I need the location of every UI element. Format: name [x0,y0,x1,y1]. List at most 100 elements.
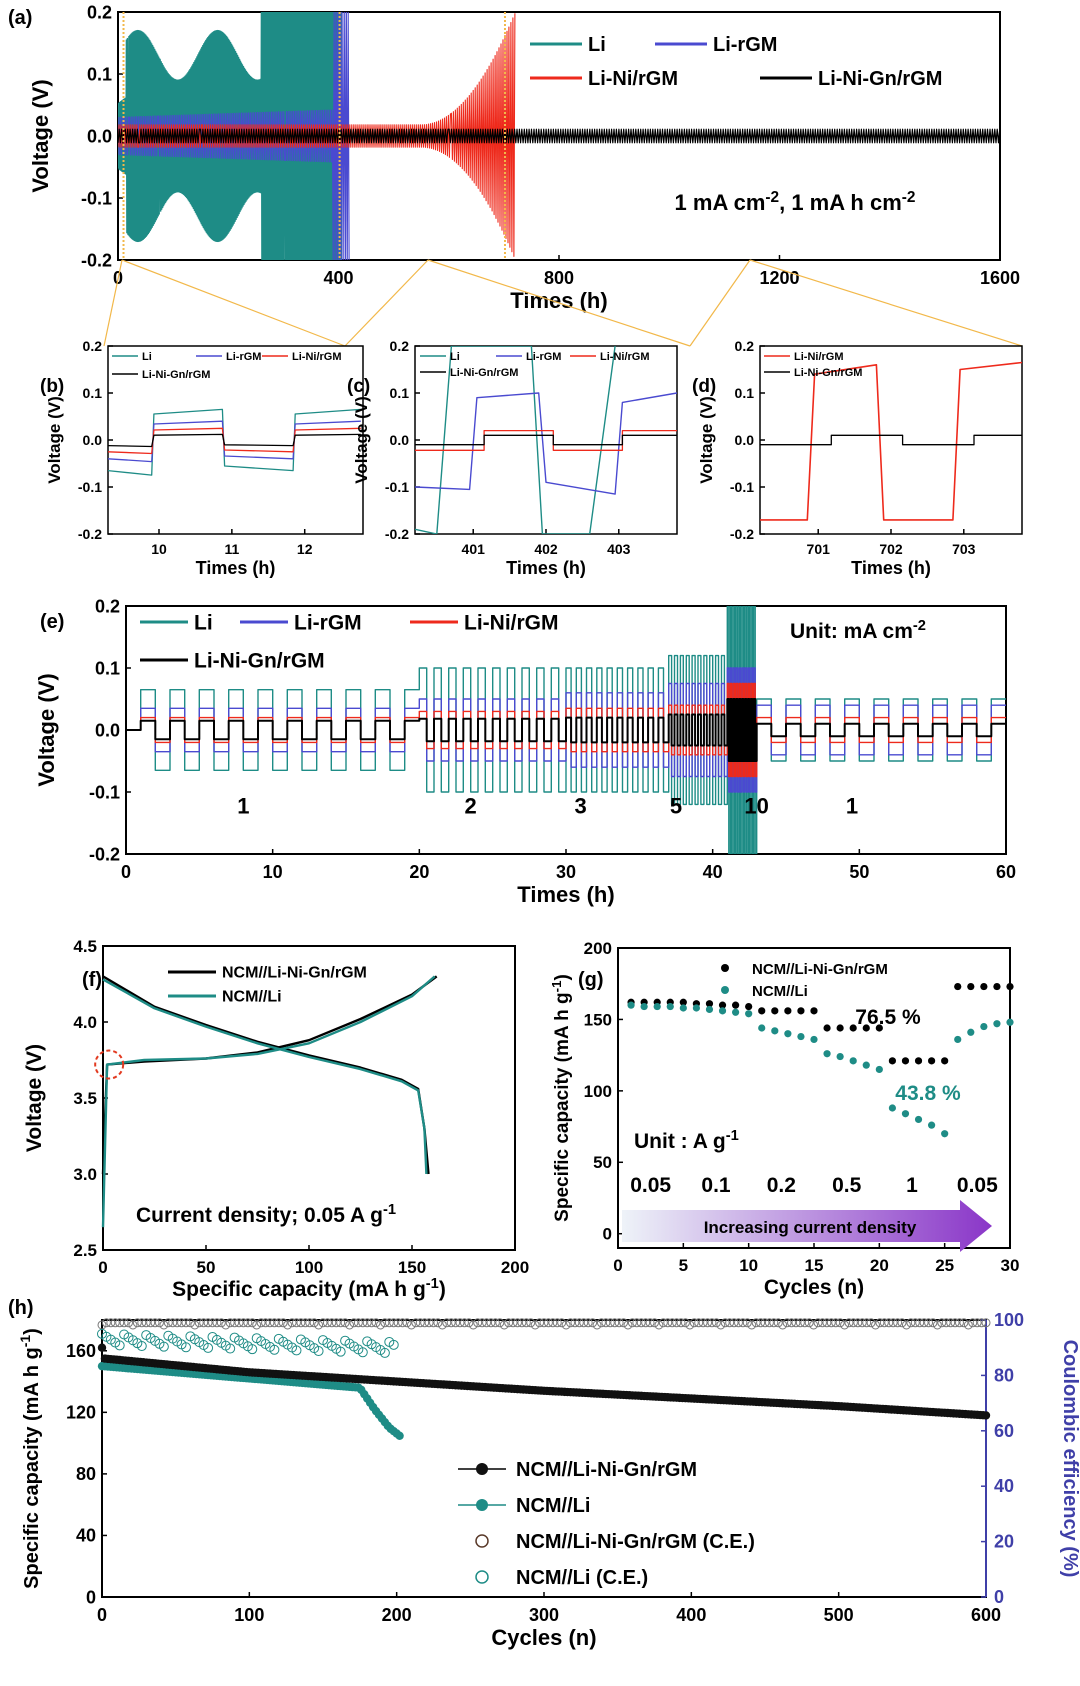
data-point-ce-gn [632,1318,642,1328]
data-point-ce-gn [212,1318,222,1328]
y-tick-label: 0.0 [735,432,755,448]
data-point-ce-gn [172,1318,182,1328]
x-tick-label: 11 [224,541,239,557]
y-tick-label: 0.2 [87,2,112,22]
data-point-ce-gn [641,1318,651,1328]
data-point-ce-gn [146,1318,156,1328]
data-point [954,982,962,991]
legend-label: NCM//Li [752,983,808,1000]
data-point-ce-gn [291,1318,301,1328]
y-tick-label: 0.1 [87,64,112,84]
rate-label: 0.5 [832,1174,862,1197]
data-point-ce-gn [782,1318,792,1328]
data-point [914,1057,923,1065]
data-point [732,1001,740,1009]
condition-annotation: 1 mA cm-2, 1 mA h cm-2 [675,189,916,216]
panel-e: 0 10 20 30 40 50 60 -0.2 -0.1 0.0 0.1 0.2 Times (h) V… [34,596,1016,907]
y-tick-label: 4.5 [73,937,97,956]
legend-label: NCM//Li-Ni-Gn/rGM [752,961,888,978]
data-point [784,1007,792,1015]
series-li-ni-gn-rgm [415,434,677,446]
data-point-ce-gn [658,1318,668,1328]
series-li [108,408,361,476]
y-tick-label: -0.2 [730,526,754,542]
data-point-ce-gn [910,1318,920,1328]
plot-area [760,361,1022,521]
data-point-ce-gn [627,1318,637,1328]
data-point [1006,982,1014,991]
x-tick-label: 5 [679,1256,688,1275]
panel-label: (g) [578,969,604,991]
data-point-ce-gn [318,1318,328,1328]
x-tick-label: 10 [263,862,283,882]
data-point-ce-gn [769,1318,779,1328]
arrow-label: Increasing current density [704,1218,917,1237]
data-point [732,1008,740,1016]
plot-area [118,12,1000,260]
data-point-ce-gn [119,1318,129,1328]
data-point [705,1000,714,1008]
legend-marker [721,986,729,994]
data-point-ce-gn [813,1318,823,1328]
data-point-ce-gn [340,1318,350,1328]
x-tick-label: 0 [97,1605,107,1625]
data-point-ce-gn [371,1318,381,1328]
data-point [862,1024,870,1032]
series-li [118,12,342,260]
x-tick-label: 15 [805,1256,824,1275]
data-point-ce-gn [243,1318,253,1328]
data-point-ce-gn [110,1318,120,1328]
data-point-ce-gn [238,1318,248,1328]
x-tick-label: 402 [534,541,558,557]
legend-label: Li [142,351,152,363]
data-point-ce-gn [362,1318,372,1328]
increasing-arrow [622,1200,992,1252]
data-point [823,1024,831,1032]
data-point [797,1032,805,1041]
data-point-ce-gn [398,1318,408,1328]
data-point-ce-gn [963,1320,973,1330]
x-tick-label: 703 [952,541,976,557]
series-discharge [102,978,428,1175]
data-point-ce-gn [199,1318,209,1328]
x-tick-label: 403 [607,541,631,557]
data-point-ce-gn [848,1318,858,1328]
y-tick-label: 0.1 [735,385,755,401]
data-point [745,1010,753,1018]
data-point-ce-gn [389,1318,399,1328]
data-point-ce-gn [477,1318,487,1328]
data-point-ce-gn [455,1318,465,1328]
data-point-ce-li [313,1346,324,1357]
data-point [679,998,687,1006]
data-point-ce-gn [694,1318,704,1328]
data-point-ce-gn [574,1318,584,1328]
data-point-ce-gn [437,1320,447,1330]
unit-label: Unit: mA cm-2 [790,618,926,643]
data-point-ce-gn [512,1318,522,1328]
data-point-ce-gn [707,1318,717,1328]
data-point-ce-gn [420,1318,430,1328]
data-point-ce-gn [287,1318,297,1328]
x-axis-label: Cycles (n) [764,1276,864,1299]
legend-label: Li-Ni/rGM [292,351,342,363]
data-point [797,1007,805,1015]
y-tick-label: 150 [584,1010,612,1029]
data-point-ce-gn [495,1318,505,1328]
data-point-ce-gn [331,1318,341,1328]
x-axis-label: Specific capacity (mA h g-1) [172,1276,446,1301]
data-point-ce-gn [402,1318,412,1328]
y-tick-label: 0.2 [95,596,120,616]
x-tick-label: 12 [297,541,313,557]
data-point-ce-gn [384,1318,394,1328]
data-point-ce-gn [393,1318,403,1328]
y-tick-label: 3.0 [73,1165,97,1184]
data-point-gn [981,1411,991,1420]
x-tick-label: 150 [398,1258,426,1277]
data-point-ce-gn [954,1318,964,1328]
data-point [640,1002,648,1011]
data-point-ce-li [225,1343,236,1354]
data-point-ce-gn [809,1320,819,1330]
x-tick-label: 40 [703,862,723,882]
data-point-ce-gn [327,1318,337,1328]
data-point-ce-gn [676,1318,686,1328]
